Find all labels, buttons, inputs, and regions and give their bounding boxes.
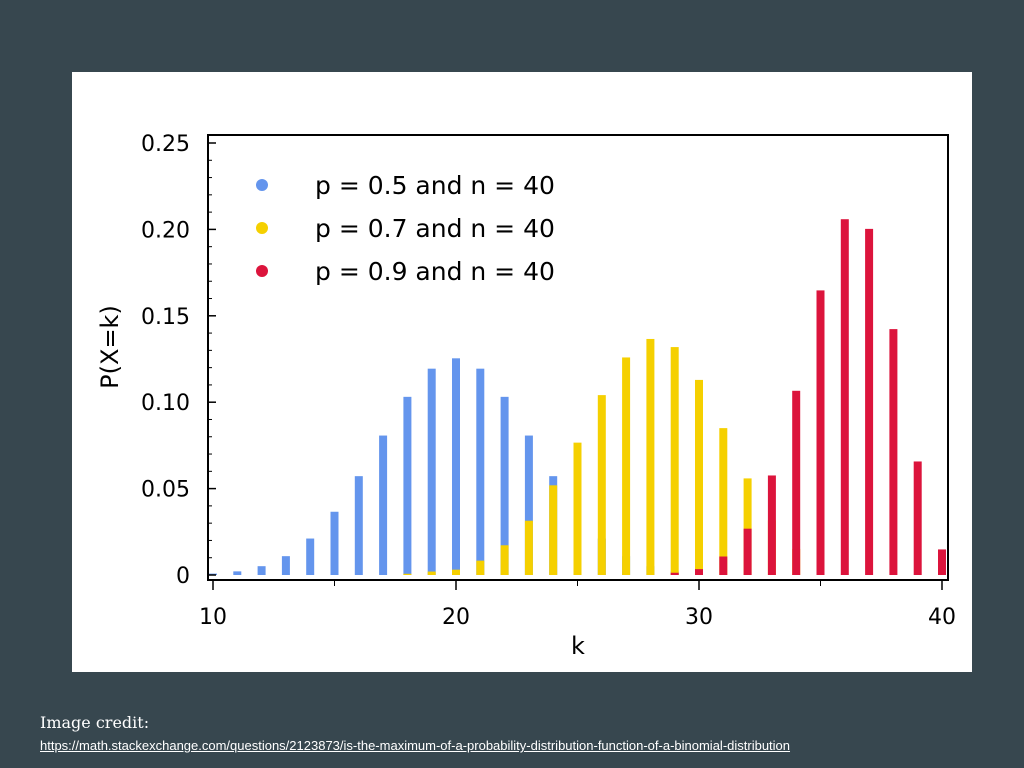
- x-axis-title: k: [571, 632, 585, 660]
- bar-s2-k35: [816, 290, 825, 575]
- bar-s0-k18: [403, 396, 412, 575]
- bar-s0-k17: [379, 435, 388, 575]
- legend-marker: [256, 179, 268, 191]
- bar-s1-k25: [573, 442, 582, 575]
- bar-s2-k32: [743, 528, 752, 575]
- y-tick-label: 0: [176, 564, 190, 589]
- bar-s2-k37: [865, 228, 874, 576]
- bar-s1-k21: [476, 560, 485, 575]
- bar-s0-k20: [452, 358, 460, 575]
- bar-s1-k32: [743, 478, 752, 575]
- bar-s1-k20: [452, 569, 460, 575]
- bar-s1-k19: [427, 571, 436, 575]
- legend-label: p = 0.7 and n = 40: [315, 214, 555, 243]
- bar-s1-k22: [500, 545, 509, 575]
- bar-s0-k19: [427, 368, 436, 575]
- bar-s2-k30: [695, 569, 703, 575]
- bar-s2-k29: [670, 572, 679, 575]
- y-tick-label: 0.25: [141, 132, 190, 157]
- bar-s1-k24: [549, 485, 558, 575]
- bar-s2-k39: [913, 461, 922, 575]
- y-tick-label: 0.05: [141, 478, 190, 503]
- image-credit-label: Image credit:: [40, 713, 150, 732]
- bar-s0-k21: [476, 368, 485, 575]
- bar-s1-k28: [646, 338, 655, 575]
- y-tick-label: 0.10: [141, 391, 190, 416]
- y-axis: 0 0.05 0.10 0.15 0.20 0.25: [141, 132, 216, 589]
- binomial-chart: 00.050.100.150.200.25 10 20 30 40 k P(X=k) …: [96, 132, 956, 660]
- bar-s0-k15: [330, 511, 339, 575]
- bar-s1-k30: [695, 379, 703, 575]
- y-tick-label: 0.15: [141, 305, 190, 330]
- bar-s2-k33: [767, 475, 776, 575]
- bars-group: [209, 219, 946, 576]
- legend-label: p = 0.9 and n = 40: [315, 257, 555, 286]
- bar-s2-k31: [719, 556, 728, 575]
- bar-s0-k22: [500, 396, 509, 575]
- x-tick-label: 30: [685, 605, 713, 630]
- bar-s1-k18: [403, 573, 412, 575]
- legend-label: p = 0.5 and n = 40: [315, 171, 555, 200]
- y-axis-title: P(X=k): [96, 305, 124, 389]
- bar-s2-k36: [840, 219, 849, 575]
- bar-s1-k27: [622, 357, 631, 575]
- x-axis: 10 20 30 40: [199, 580, 956, 630]
- bar-s0-k23: [524, 435, 533, 575]
- bar-s2-k34: [792, 390, 801, 575]
- bar-s2-k40: [938, 549, 946, 575]
- y-tick-label: 0.20: [141, 218, 190, 243]
- bar-s0-k12: [257, 566, 266, 575]
- legend-marker: [256, 222, 268, 234]
- x-tick-label: 20: [442, 605, 470, 630]
- bar-s2-k38: [889, 329, 898, 575]
- bar-s1-k29: [670, 347, 679, 575]
- bar-s0-k16: [354, 476, 363, 575]
- image-credit-link[interactable]: https://math.stackexchange.com/questions…: [40, 738, 791, 753]
- bar-s1-k26: [597, 395, 606, 575]
- legend-marker: [256, 265, 268, 277]
- legend: p = 0.5 and n = 40 p = 0.7 and n = 40 p = …: [256, 171, 555, 286]
- bar-s0-k13: [281, 556, 290, 575]
- bar-s0-k11: [233, 571, 242, 575]
- chart-panel: 0 0.05 0.10 0.15 0.20 0.25 10 20 30 40 k P(X=k) …: [72, 72, 972, 672]
- bar-s0-k14: [306, 538, 315, 575]
- x-tick-label: 10: [199, 605, 227, 630]
- x-tick-label: 40: [928, 605, 956, 630]
- bar-s1-k31: [719, 428, 728, 575]
- bar-s1-k23: [524, 520, 533, 575]
